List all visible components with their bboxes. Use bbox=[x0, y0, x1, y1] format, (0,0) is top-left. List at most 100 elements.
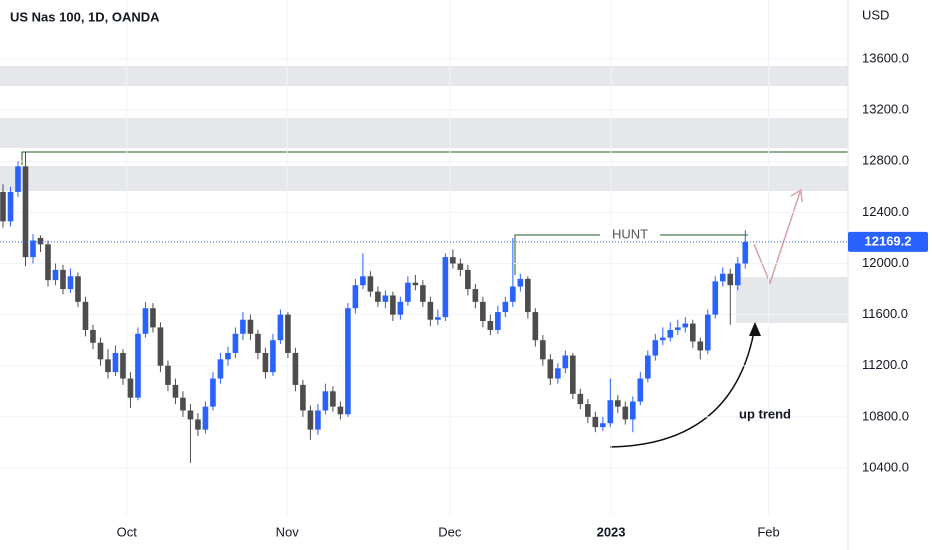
candle-body bbox=[682, 323, 689, 328]
last-price-box bbox=[848, 231, 928, 252]
candle-body bbox=[442, 257, 449, 318]
candle-body bbox=[472, 289, 479, 302]
candle-body bbox=[562, 355, 569, 369]
candle-body bbox=[150, 308, 156, 328]
candle-body bbox=[97, 342, 104, 360]
candle-body bbox=[540, 340, 546, 360]
zone bbox=[0, 166, 848, 191]
candle-body bbox=[15, 166, 21, 192]
candle-body bbox=[450, 257, 456, 264]
candle-body bbox=[510, 286, 516, 302]
candle-body bbox=[247, 319, 254, 334]
candle-body bbox=[427, 301, 434, 320]
candle-body bbox=[315, 410, 321, 430]
candle-body bbox=[659, 337, 666, 341]
candle-body bbox=[622, 406, 629, 420]
candle-body bbox=[75, 276, 81, 302]
y-tick-label: 11600.0 bbox=[862, 306, 908, 321]
x-tick-label: Nov bbox=[276, 524, 300, 539]
candle-body bbox=[734, 263, 741, 286]
candle-body bbox=[37, 237, 44, 245]
y-tick-label: 10400.0 bbox=[862, 459, 909, 474]
label-bg bbox=[604, 226, 660, 244]
candle-body bbox=[82, 301, 89, 330]
candle-body bbox=[435, 317, 441, 320]
candle-body bbox=[210, 378, 216, 407]
candle-body bbox=[397, 301, 404, 315]
candle-body bbox=[630, 401, 636, 420]
candle-body bbox=[667, 329, 674, 338]
arrow-head bbox=[749, 322, 761, 336]
candle-body bbox=[457, 263, 464, 270]
candle-body bbox=[292, 352, 299, 385]
candle-body bbox=[45, 244, 51, 281]
candle-body bbox=[300, 384, 306, 411]
y-tick-label: 13200.0 bbox=[862, 102, 909, 117]
candle-body bbox=[202, 406, 209, 430]
candle-body bbox=[727, 273, 734, 286]
x-tick-label: Oct bbox=[117, 524, 138, 539]
candle-body bbox=[142, 308, 149, 334]
hunt-line bbox=[514, 234, 600, 275]
candle-body bbox=[90, 329, 96, 343]
candle-body bbox=[360, 276, 366, 286]
candle-body bbox=[367, 276, 374, 292]
candle-body bbox=[172, 384, 179, 398]
candle-body bbox=[465, 269, 471, 290]
candle-body bbox=[674, 327, 681, 330]
candle-body bbox=[592, 416, 599, 428]
candle-body bbox=[337, 406, 344, 415]
candle-body bbox=[652, 340, 659, 356]
projection-arrow bbox=[753, 191, 801, 286]
candle-body bbox=[120, 352, 126, 379]
candle-body bbox=[60, 269, 66, 290]
candle-body bbox=[105, 359, 111, 373]
candle-body bbox=[412, 282, 419, 286]
y-tick-label: 10800.0 bbox=[862, 408, 909, 423]
candle-body bbox=[255, 333, 261, 353]
axis-unit: USD bbox=[862, 7, 889, 22]
candle-body bbox=[555, 368, 561, 379]
candle-body bbox=[345, 308, 351, 415]
candle-body bbox=[420, 285, 426, 302]
candle-body bbox=[165, 365, 171, 385]
candle-body bbox=[217, 359, 224, 379]
candle-body bbox=[517, 278, 524, 287]
candle-body bbox=[195, 419, 201, 430]
last-price-label: 12169.2 bbox=[865, 233, 912, 248]
candle-body bbox=[712, 281, 719, 315]
zone bbox=[0, 66, 848, 86]
candle-body bbox=[67, 276, 74, 290]
candle-body bbox=[502, 301, 509, 313]
candle-body bbox=[30, 240, 36, 258]
level-line bbox=[21, 151, 848, 165]
candle-body bbox=[135, 333, 141, 398]
x-tick-label: 2023 bbox=[597, 524, 626, 539]
candle-body bbox=[22, 166, 29, 258]
candle-body bbox=[127, 378, 134, 398]
candle-body bbox=[644, 355, 651, 379]
candle-body bbox=[0, 191, 6, 222]
y-tick-label: 12800.0 bbox=[862, 153, 909, 168]
zone bbox=[0, 118, 848, 148]
candle-body bbox=[495, 312, 501, 330]
candle-body bbox=[585, 404, 591, 417]
plot bbox=[0, 0, 848, 515]
candle-body bbox=[405, 282, 411, 302]
x-tick-label: Feb bbox=[757, 524, 779, 539]
candle-body bbox=[7, 191, 14, 222]
candle-body bbox=[270, 340, 276, 373]
candle-body bbox=[600, 423, 606, 428]
candle-body bbox=[307, 410, 314, 430]
trend-label: up trend bbox=[739, 406, 791, 421]
trend-arrow bbox=[609, 325, 756, 448]
candle-body bbox=[577, 393, 584, 405]
candle-body bbox=[487, 321, 494, 330]
candle-body bbox=[742, 241, 749, 264]
candle-body bbox=[704, 314, 711, 351]
drawings bbox=[0, 66, 848, 448]
candle-body bbox=[547, 359, 554, 379]
candle-body bbox=[375, 291, 381, 302]
